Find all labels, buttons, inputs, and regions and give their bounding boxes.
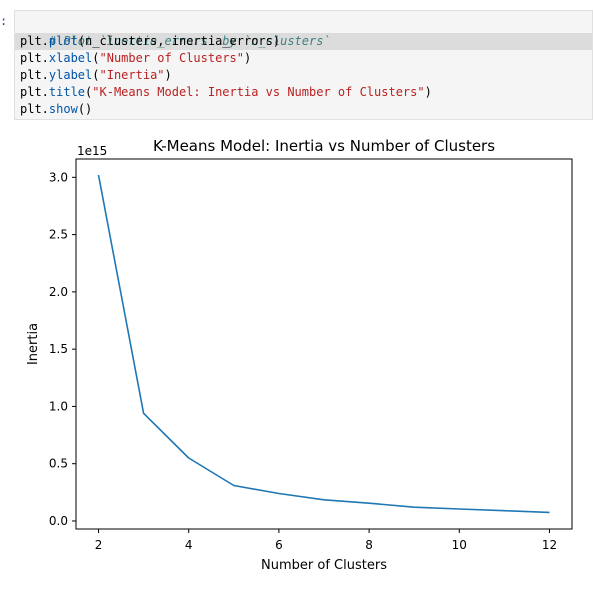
code-line-6[interactable]: plt.show() xyxy=(20,101,92,118)
code-args: () xyxy=(77,102,93,116)
series-group xyxy=(97,174,550,514)
code-function: plot xyxy=(48,34,78,48)
code-string: "Number of Clusters" xyxy=(99,51,245,65)
code-object: plt. xyxy=(20,68,49,82)
plot-frame xyxy=(75,158,573,530)
x-tick-label: 10 xyxy=(452,538,467,552)
code-function: xlabel xyxy=(48,51,93,65)
code-object: plt. xyxy=(20,51,49,65)
x-tick-label: 4 xyxy=(185,538,193,552)
code-comment: # Plot `inertia_errors` by `n_clusters` xyxy=(48,34,331,48)
x-tick-label: 6 xyxy=(275,538,283,552)
y-offset-label: 1e15 xyxy=(77,144,107,158)
code-function: show xyxy=(48,102,78,116)
y-axis: 0.0 0.5 1.0 1.5 2.0 2.5 3.0 xyxy=(49,170,76,528)
code-line-4[interactable]: plt.ylabel("Inertia") xyxy=(20,67,172,84)
x-tick-label: 8 xyxy=(365,538,373,552)
x-tick-label: 12 xyxy=(542,538,557,552)
code-function: title xyxy=(48,85,86,99)
y-tick-label: 2.0 xyxy=(49,285,68,299)
series-line xyxy=(97,174,550,514)
code-object: plt. xyxy=(20,34,49,48)
code-cell[interactable]: # Plot `inertia_errors` by `n_clusters` … xyxy=(14,10,593,120)
code-paren-close: ) xyxy=(244,51,252,65)
chart-title: K-Means Model: Inertia vs Number of Clus… xyxy=(153,137,495,155)
y-axis-label: Inertia xyxy=(26,323,41,365)
y-tick-label: 1.5 xyxy=(49,342,68,356)
current-line-highlight xyxy=(15,33,592,50)
code-function: ylabel xyxy=(48,68,93,82)
code-string: "Inertia" xyxy=(99,68,165,82)
code-object: plt. xyxy=(20,102,49,116)
y-tick-label: 3.0 xyxy=(49,170,68,184)
code-paren-close: ) xyxy=(164,68,172,82)
y-tick-label: 2.5 xyxy=(49,228,68,242)
code-paren-open: ( xyxy=(92,51,100,65)
cell-output: K-Means Model: Inertia vs Number of Clus… xyxy=(0,124,593,587)
code-object: plt. xyxy=(20,85,49,99)
code-line-3[interactable]: plt.xlabel("Number of Clusters") xyxy=(20,50,251,67)
code-string: "K-Means Model: Inertia vs Number of Clu… xyxy=(92,85,425,99)
code-paren-close: ) xyxy=(424,85,432,99)
y-tick-label: 0.5 xyxy=(49,457,68,471)
x-axis: 2 4 6 8 10 12 xyxy=(95,529,557,552)
code-paren-open: ( xyxy=(85,85,93,99)
code-line-2[interactable]: plt.plot(n_clusters, inertia_errors) xyxy=(20,33,280,50)
code-args: (n_clusters, inertia_errors) xyxy=(77,34,281,48)
inertia-line-chart: K-Means Model: Inertia vs Number of Clus… xyxy=(26,137,573,573)
y-tick-label: 0.0 xyxy=(49,514,68,528)
code-line-1[interactable]: # Plot `inertia_errors` by `n_clusters` xyxy=(20,16,331,48)
x-axis-label: Number of Clusters xyxy=(261,558,387,573)
code-line-5[interactable]: plt.title("K-Means Model: Inertia vs Num… xyxy=(20,84,432,101)
y-tick-label: 1.0 xyxy=(49,399,68,413)
x-tick-label: 2 xyxy=(95,538,103,552)
cell-prompt: : xyxy=(0,14,8,28)
code-paren-open: ( xyxy=(92,68,100,82)
